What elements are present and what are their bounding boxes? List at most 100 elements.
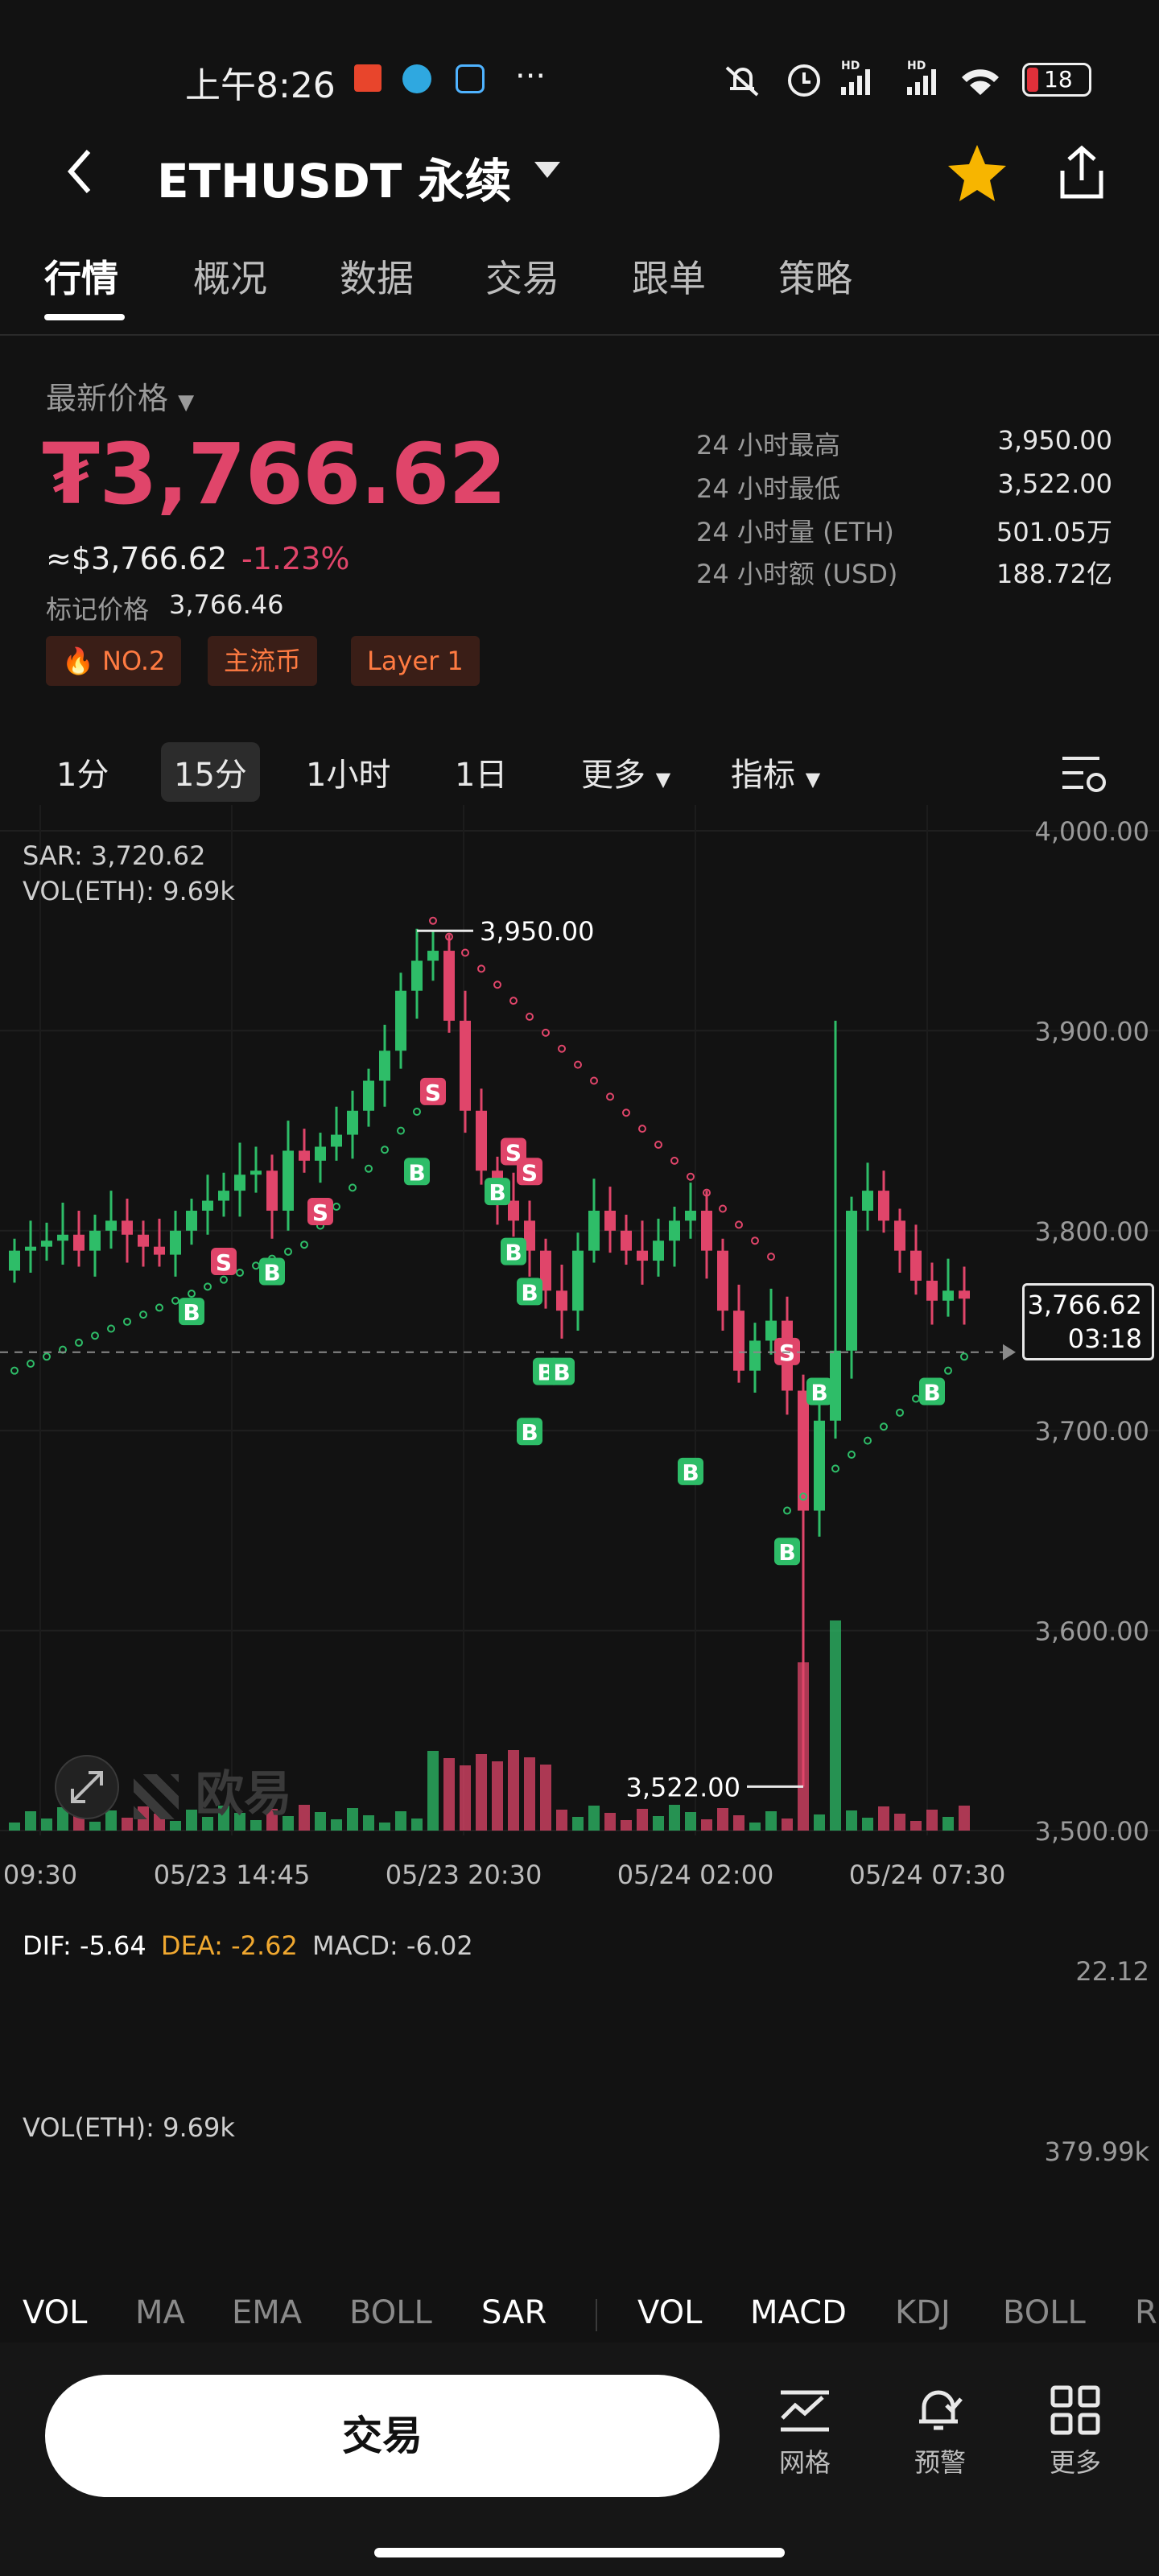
sar-dot — [236, 1268, 244, 1277]
page-title[interactable]: ETHUSDT 永续 — [157, 154, 512, 208]
buy-marker-label: B — [923, 1380, 940, 1406]
volume-bar — [878, 1806, 889, 1831]
candle-body — [250, 1170, 262, 1175]
indicator-tab-ema[interactable]: EMA — [232, 2294, 303, 2331]
tab-trade[interactable]: 交易 — [485, 257, 559, 300]
candle-body — [926, 1280, 938, 1301]
sar-dot — [638, 1125, 646, 1133]
more-timeframes-dropdown[interactable]: 更多 ▼ — [581, 749, 670, 795]
sub-indicator-tab-boll[interactable]: BOLL — [1003, 2294, 1086, 2331]
y-tick-label: 4,000.00 — [1035, 816, 1150, 847]
sar-dot — [751, 1236, 759, 1245]
more-label: 更多 — [1049, 2447, 1101, 2478]
sub-indicator-tab-macd[interactable]: MACD — [750, 2294, 847, 2331]
sub-indicator-tab-kdj[interactable]: KDJ — [895, 2294, 951, 2331]
battery-level: 18 — [1044, 66, 1073, 93]
volume-bar — [959, 1806, 970, 1831]
tab-strategy[interactable]: 策略 — [778, 257, 852, 300]
sub-volume-readout: VOL(ETH): 9.69k — [23, 2112, 235, 2143]
sell-marker-label: S — [216, 1249, 232, 1276]
layer-badge[interactable]: Layer 1 — [351, 636, 480, 686]
sell-marker-label: S — [425, 1080, 441, 1106]
tab-data[interactable]: 数据 — [340, 257, 414, 300]
sar-dot — [284, 1247, 292, 1256]
grid-label: 网格 — [778, 2447, 831, 2478]
current-price-tag: 3,766.62 03:18 — [1022, 1283, 1154, 1360]
app-notification-icon — [456, 64, 485, 93]
candle-body — [910, 1250, 922, 1281]
volume-readout: VOL(ETH): 9.69k — [23, 876, 235, 906]
sar-dot — [960, 1352, 968, 1361]
app-notification-icon — [402, 64, 431, 93]
caret-down-icon[interactable] — [531, 157, 563, 181]
candle-body — [154, 1246, 165, 1255]
sar-dot — [670, 1156, 678, 1165]
tab-market[interactable]: 行情 — [44, 257, 118, 300]
candlestick-chart[interactable]: 4,000.00 3,900.00 3,800.00 3,700.00 3,600.00… — [0, 805, 1159, 1900]
sar-dot — [10, 1366, 19, 1375]
fullscreen-button[interactable] — [55, 1755, 119, 1819]
tab-overview[interactable]: 概况 — [193, 257, 267, 300]
volume-bar — [476, 1754, 487, 1831]
sar-dot — [123, 1317, 131, 1326]
volume-bar — [379, 1823, 390, 1831]
sar-dot — [252, 1261, 260, 1270]
sell-marker — [307, 1197, 333, 1225]
timeframe-1m[interactable]: 1分 — [56, 757, 109, 794]
category-badge[interactable]: 主流币 — [208, 636, 318, 686]
candle-body — [717, 1250, 728, 1311]
buy-marker-label: B — [521, 1419, 538, 1446]
candle-body — [508, 1200, 519, 1221]
grid-button[interactable]: 网格 — [757, 2384, 853, 2479]
low-price-label: 3,522.00 — [626, 1772, 741, 1802]
candle-body — [202, 1200, 213, 1211]
watermark-logo: 欧易 — [134, 1755, 292, 1825]
y-tick-label: 3,500.00 — [1035, 1816, 1150, 1847]
volume-bar — [701, 1819, 712, 1831]
timeframe-1h[interactable]: 1小时 — [306, 757, 391, 794]
stat-value: 501.05万 — [996, 517, 1112, 547]
sar-dot — [944, 1366, 952, 1375]
sar-dot — [75, 1338, 83, 1347]
sub-indicator-tab-r[interactable]: R — [1135, 2294, 1157, 2331]
buy-marker — [404, 1158, 430, 1186]
volume-bar — [331, 1819, 342, 1831]
sell-marker-label: S — [505, 1139, 522, 1166]
tab-copy-trading[interactable]: 跟单 — [632, 257, 706, 300]
chart-settings-icon[interactable] — [1059, 750, 1107, 799]
volume-bar — [637, 1809, 648, 1831]
volume-bar — [540, 1765, 551, 1831]
candle-body — [830, 1350, 841, 1421]
buy-marker — [501, 1237, 526, 1265]
back-arrow-icon — [68, 150, 91, 193]
favorite-star-icon[interactable] — [947, 142, 1008, 203]
share-icon[interactable] — [1051, 142, 1112, 203]
trade-button[interactable]: 交易 — [45, 2375, 720, 2497]
candle-body — [749, 1340, 761, 1371]
sar-dot — [139, 1311, 147, 1319]
current-price-tag-countdown: 03:18 — [1067, 1323, 1142, 1354]
caret-down-icon: ▼ — [178, 390, 195, 415]
candle-body — [443, 951, 455, 1021]
candle-body — [411, 960, 423, 991]
indicator-tab-sar[interactable]: SAR — [481, 2294, 547, 2331]
alert-button[interactable]: 预警 — [892, 2384, 988, 2479]
indicator-tab-ma[interactable]: MA — [135, 2294, 185, 2331]
sar-dot — [622, 1108, 630, 1117]
volume-bar — [556, 1810, 567, 1831]
more-button[interactable]: 更多 — [1027, 2384, 1124, 2479]
timeframe-1d[interactable]: 1日 — [455, 757, 508, 794]
candle-body — [186, 1210, 197, 1231]
sell-marker-label: S — [312, 1199, 328, 1226]
volume-bar — [846, 1810, 857, 1831]
back-button[interactable] — [56, 143, 105, 200]
indicators-dropdown[interactable]: 指标 ▼ — [731, 749, 820, 795]
sub-indicator-tab-vol[interactable]: VOL — [637, 2294, 703, 2331]
latest-price-label[interactable]: 最新价格 ▼ — [46, 374, 194, 418]
timeframe-15m[interactable]: 15分 — [161, 742, 260, 802]
current-price-arrow — [1003, 1344, 1016, 1360]
sar-dot — [831, 1464, 839, 1473]
indicator-tab-vol[interactable]: VOL — [23, 2294, 88, 2331]
indicator-tab-boll[interactable]: BOLL — [349, 2294, 432, 2331]
grid-strategy-icon — [781, 2390, 829, 2432]
